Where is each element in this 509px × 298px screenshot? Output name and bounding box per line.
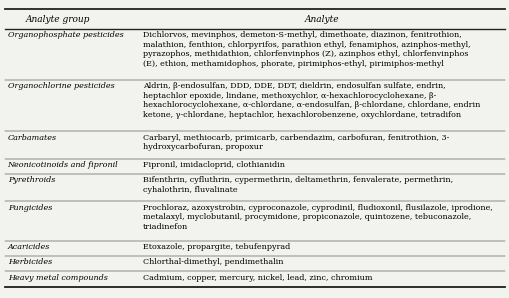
Text: Carbaryl, methiocarb, primicarb, carbendazim, carbofuran, fenitrothion, 3-
hydro: Carbaryl, methiocarb, primicarb, carbend… [143, 134, 448, 151]
Text: Acaricides: Acaricides [8, 243, 50, 251]
Text: Fipronil, imidacloprid, clothianidin: Fipronil, imidacloprid, clothianidin [143, 161, 284, 169]
Text: Analyte: Analyte [304, 15, 339, 24]
Text: Herbicides: Herbicides [8, 258, 52, 266]
Text: Chlorthal-dimethyl, pendimethalin: Chlorthal-dimethyl, pendimethalin [143, 258, 282, 266]
Text: Organochlorine pesticides: Organochlorine pesticides [8, 83, 114, 91]
Text: Aldrin, β-endosulfan, DDD, DDE, DDT, dieldrin, endosulfan sulfate, endrin,
hepta: Aldrin, β-endosulfan, DDD, DDE, DDT, die… [143, 83, 479, 119]
Text: Neonicotinoids and fipronil: Neonicotinoids and fipronil [8, 161, 118, 169]
Text: Prochloraz, azoxystrobin, cyproconazole, cyprodinil, fludioxonil, flusilazole, i: Prochloraz, azoxystrobin, cyproconazole,… [143, 204, 492, 231]
Text: Fungicides: Fungicides [8, 204, 52, 212]
Text: Heavy metal compounds: Heavy metal compounds [8, 274, 107, 282]
Text: Dichlorvos, mevinphos, demeton-S-methyl, dimethoate, diazinon, fenitrothion,
mal: Dichlorvos, mevinphos, demeton-S-methyl,… [143, 32, 469, 68]
Text: Carbamates: Carbamates [8, 134, 56, 142]
Text: Pyrethroids: Pyrethroids [8, 176, 55, 184]
Text: Analyte group: Analyte group [25, 15, 90, 24]
Text: Bifenthrin, cyfluthrin, cypermethrin, deltamethrin, fenvalerate, permethrin,
cyh: Bifenthrin, cyfluthrin, cypermethrin, de… [143, 176, 452, 194]
Text: Organophosphate pesticides: Organophosphate pesticides [8, 32, 123, 39]
Text: Cadmium, copper, mercury, nickel, lead, zinc, chromium: Cadmium, copper, mercury, nickel, lead, … [143, 274, 372, 282]
Text: Etoxazole, propargite, tebufenpyrad: Etoxazole, propargite, tebufenpyrad [143, 243, 289, 251]
